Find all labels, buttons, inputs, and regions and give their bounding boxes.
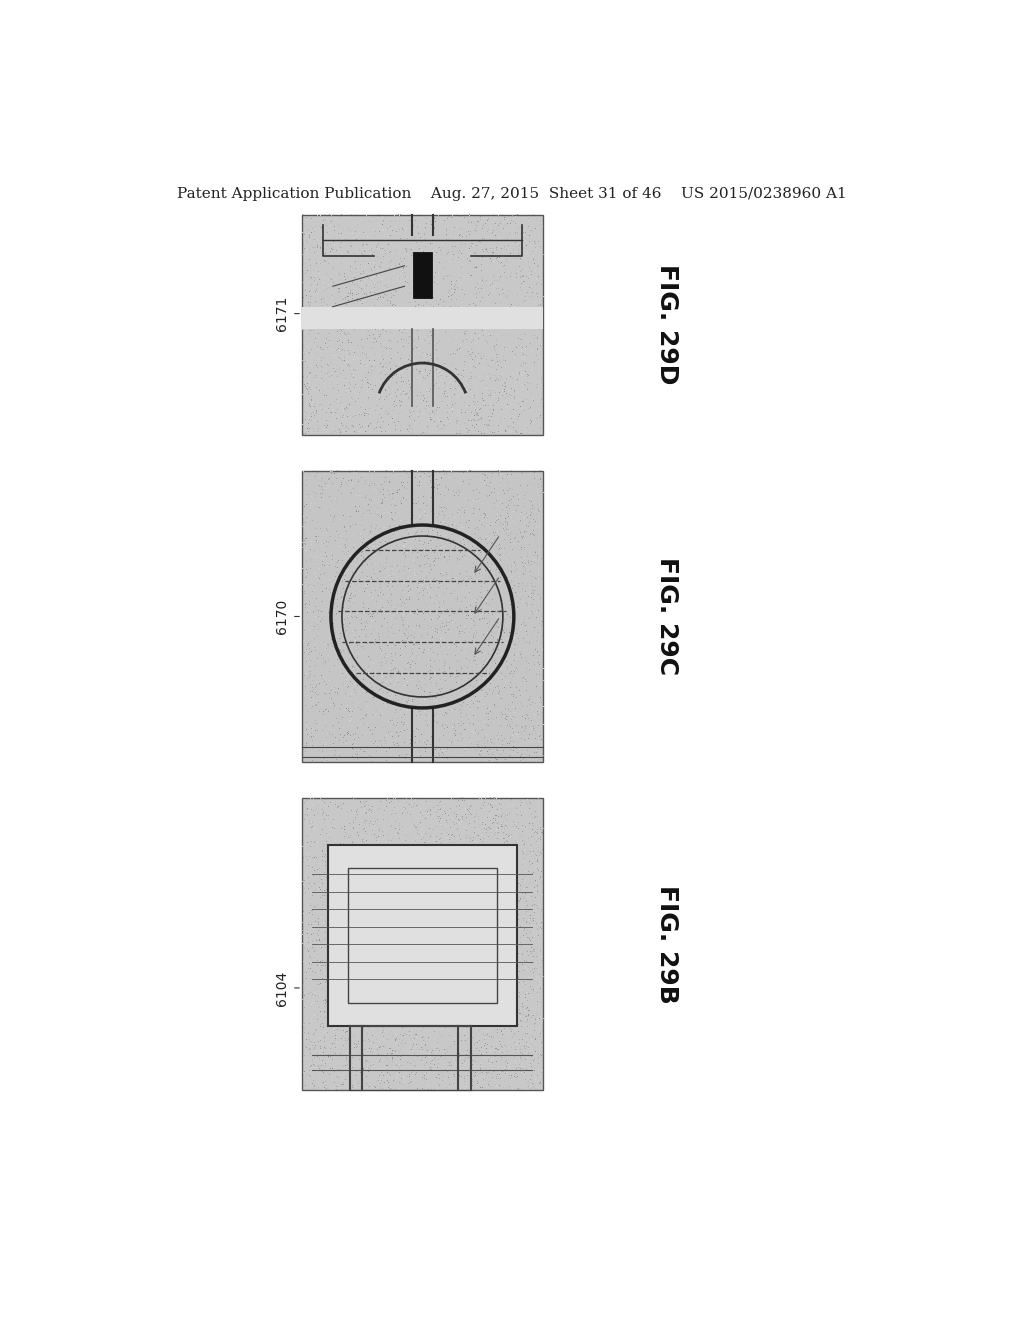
Text: 6170: 6170 — [274, 599, 289, 634]
Bar — [413, 252, 432, 298]
Text: 6171: 6171 — [274, 296, 289, 331]
Text: FIG. 29B: FIG. 29B — [655, 884, 679, 1003]
Bar — [302, 799, 543, 1090]
Text: FIG. 29C: FIG. 29C — [655, 557, 679, 676]
Text: Patent Application Publication    Aug. 27, 2015  Sheet 31 of 46    US 2015/02389: Patent Application Publication Aug. 27, … — [177, 187, 847, 201]
Bar — [302, 308, 543, 329]
Bar — [302, 215, 543, 434]
Bar — [348, 869, 497, 1002]
Bar — [328, 845, 517, 1026]
Text: FIG. 29D: FIG. 29D — [655, 264, 679, 385]
Text: 6104: 6104 — [274, 970, 289, 1006]
Bar — [302, 470, 543, 763]
